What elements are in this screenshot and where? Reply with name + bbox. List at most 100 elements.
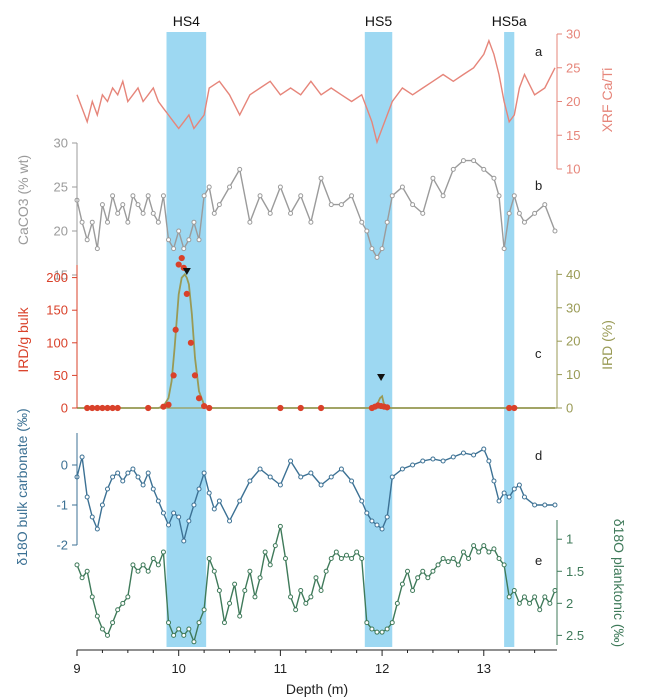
point-ird-count-0: [84, 404, 91, 412]
point-ird-count-7: [145, 404, 152, 412]
point-ird-count-1: [89, 404, 96, 412]
point-d18o-bulk-22: [186, 518, 192, 524]
point-d18o-planktonic-76: [460, 549, 466, 555]
x-tick-label-3: 12: [375, 661, 389, 676]
point-d18o-planktonic-43: [293, 607, 299, 613]
x-tick-label-0: 9: [73, 661, 80, 676]
panel-letter-a: a: [535, 44, 543, 59]
point-d18o-planktonic-91: [537, 607, 543, 613]
point-d18o-bulk-9: [120, 478, 126, 484]
point-caco3-52: [430, 175, 436, 181]
point-d18o-bulk-1: [79, 454, 85, 460]
point-d18o-bulk-2: [84, 494, 90, 500]
point-caco3-60: [501, 246, 507, 252]
point-caco3-34: [277, 184, 283, 190]
point-d18o-bulk-43: [364, 510, 370, 516]
axis-d-left-tick-label-1: -1: [56, 498, 68, 513]
point-d18o-planktonic-23: [191, 639, 197, 645]
point-d18o-bulk-50: [410, 462, 416, 468]
point-d18o-planktonic-39: [272, 543, 278, 549]
point-d18o-bulk-25: [201, 470, 207, 476]
point-caco3-25: [201, 193, 207, 199]
point-d18o-planktonic-1: [79, 575, 85, 581]
point-caco3-40: [338, 202, 344, 208]
point-d18o-bulk-44: [369, 518, 375, 524]
point-d18o-planktonic-45: [303, 600, 309, 606]
point-caco3-53: [440, 193, 446, 199]
point-ird-count-30: [506, 404, 513, 412]
axis-b-left-tick-label-0: 15: [54, 268, 68, 283]
axis-d-left-tick-label-2: -2: [56, 538, 68, 553]
point-d18o-bulk-8: [115, 470, 121, 476]
axis-d-title: δ18O bulk carbonate (‰): [14, 408, 30, 565]
point-d18o-planktonic-15: [150, 555, 156, 561]
point-d18o-planktonic-93: [547, 600, 553, 606]
point-d18o-planktonic-52: [338, 555, 344, 561]
point-d18o-bulk-52: [430, 456, 436, 462]
point-d18o-bulk-48: [389, 474, 395, 480]
axis-a-right-tick-label-3: 25: [566, 60, 580, 75]
point-d18o-planktonic-16: [155, 562, 161, 568]
point-d18o-planktonic-88: [521, 594, 527, 600]
axis-e-right-tick-label-2: 2: [566, 596, 573, 611]
point-d18o-bulk-34: [277, 482, 283, 488]
point-d18o-planktonic-65: [405, 568, 411, 574]
point-caco3-17: [160, 193, 166, 199]
point-caco3-65: [532, 210, 538, 216]
point-ird-count-3: [99, 404, 106, 412]
point-ird-count-4: [104, 404, 111, 412]
point-caco3-58: [491, 175, 497, 181]
axis-c-left-tick-label-3: 150: [46, 303, 68, 318]
point-d18o-planktonic-38: [267, 562, 273, 568]
point-d18o-planktonic-18: [166, 620, 172, 626]
point-caco3-29: [227, 184, 233, 190]
proxy-curves: [74, 38, 558, 645]
axis-e-right-tick-label-3: 2.5: [566, 628, 584, 643]
point-d18o-bulk-36: [298, 474, 304, 480]
point-d18o-bulk-12: [135, 474, 141, 480]
point-ird-count-11: [172, 326, 179, 333]
point-d18o-planktonic-71: [435, 562, 441, 568]
point-d18o-planktonic-53: [343, 552, 349, 558]
axis-b-left-tick-label-3: 30: [54, 136, 68, 151]
point-d18o-bulk-17: [160, 510, 166, 516]
point-caco3-42: [359, 219, 365, 225]
point-caco3-26: [206, 184, 212, 190]
point-d18o-planktonic-61: [384, 626, 390, 632]
point-caco3-2: [84, 237, 90, 243]
point-caco3-49: [399, 184, 405, 190]
point-d18o-planktonic-48: [318, 588, 324, 594]
point-d18o-planktonic-77: [466, 555, 472, 561]
point-ird-count-8: [160, 403, 167, 410]
point-d18o-planktonic-64: [399, 581, 405, 587]
point-caco3-57: [481, 166, 487, 172]
marker-ird-peak-hs4: [182, 268, 191, 275]
axis-c-right-title: IRD (%): [599, 320, 615, 370]
marker-ird-peak-hs5: [377, 374, 386, 381]
point-caco3-63: [516, 210, 522, 216]
point-d18o-planktonic-54: [349, 555, 355, 561]
point-caco3-21: [181, 246, 187, 252]
point-d18o-planktonic-25: [201, 607, 207, 613]
axis-a-title: XRF Ca/Ti: [599, 68, 615, 133]
point-d18o-planktonic-94: [552, 588, 558, 594]
point-d18o-planktonic-57: [364, 620, 370, 626]
point-d18o-bulk-33: [267, 474, 273, 480]
point-d18o-planktonic-41: [282, 555, 288, 561]
point-d18o-bulk-32: [257, 466, 263, 472]
point-caco3-18: [166, 237, 172, 243]
point-caco3-46: [379, 246, 385, 252]
point-d18o-planktonic-70: [430, 568, 436, 574]
point-d18o-bulk-7: [110, 474, 116, 480]
point-ird-count-19: [201, 402, 208, 410]
point-ird-count-17: [191, 372, 199, 379]
point-d18o-planktonic-56: [359, 555, 365, 561]
point-d18o-bulk-61: [501, 490, 507, 496]
point-caco3-20: [176, 228, 182, 234]
point-caco3-66: [542, 202, 548, 208]
point-d18o-bulk-57: [481, 446, 487, 452]
point-d18o-planktonic-4: [94, 613, 100, 619]
point-d18o-bulk-15: [150, 486, 156, 492]
point-caco3-56: [471, 158, 477, 164]
